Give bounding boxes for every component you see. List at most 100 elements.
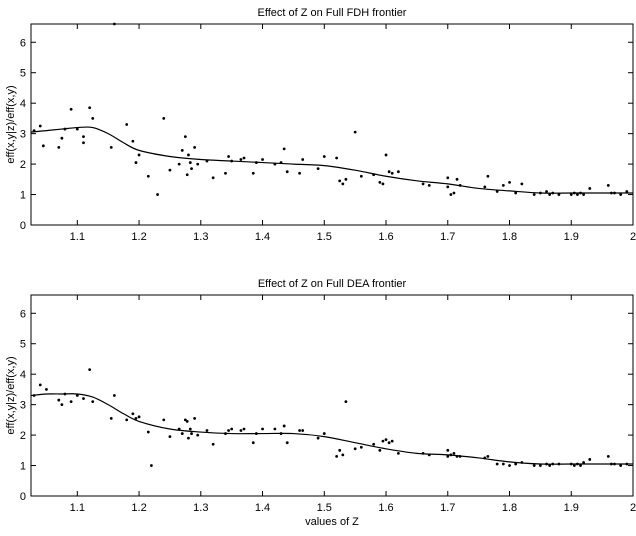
panel-1-data-point xyxy=(57,145,61,149)
panel-1-data-point xyxy=(251,171,255,175)
panel-1-data-point xyxy=(301,158,305,161)
panel-1-data-point xyxy=(183,135,187,139)
panel-1-data-point xyxy=(82,135,85,139)
panel-1-data-point xyxy=(112,22,116,26)
panel-2-xtick-label: 1.6 xyxy=(378,502,393,514)
panel-1-data-point xyxy=(109,145,113,149)
panel-1-data-point xyxy=(508,180,511,184)
panel-1-data-point xyxy=(396,170,400,174)
panel-1-xtick-label: 2 xyxy=(630,231,636,243)
panel-2-data-point xyxy=(384,438,388,442)
panel-1-data-point xyxy=(353,130,357,134)
panel-1-data-point xyxy=(125,123,129,126)
panel-1-data-point xyxy=(60,136,64,140)
panel-1-data-point xyxy=(446,185,450,189)
panel-1-data-point xyxy=(316,167,320,171)
panel-1-data-point xyxy=(285,170,289,174)
panel-1-xtick-label: 1.2 xyxy=(131,231,146,243)
panel-1-data-point xyxy=(38,124,42,128)
panel-2-data-point xyxy=(187,436,190,440)
panel-1-data-point xyxy=(41,144,45,148)
panel-2-data-point xyxy=(396,451,400,455)
panel-2-data-point xyxy=(91,400,95,403)
panel-1-data-point xyxy=(137,153,141,157)
panel-2-data-point xyxy=(230,427,234,431)
panel-2-xtick-label: 1.3 xyxy=(193,502,208,514)
panel-2-data-point xyxy=(239,429,243,432)
panel-2-data-point xyxy=(588,458,592,461)
panel-1-data-point xyxy=(168,168,172,172)
panel-1-data-point xyxy=(82,141,85,145)
panel-2-data-point xyxy=(572,464,576,467)
panel-2-data-point xyxy=(75,394,79,397)
panel-2-data-point xyxy=(514,462,518,466)
panel-2-data-point xyxy=(131,412,135,416)
panel-1-axes-frame xyxy=(30,23,634,226)
panel-2-data-point xyxy=(150,464,153,467)
panel-2-data-point xyxy=(582,461,586,464)
panel-2-data-point xyxy=(501,462,505,466)
panel-2-data-point xyxy=(38,383,42,387)
panel-1-data-point xyxy=(322,155,326,158)
panel-1-data-point xyxy=(606,184,610,187)
panel-1-data-point xyxy=(156,193,159,196)
panel-2-data-point xyxy=(446,448,450,452)
panel-2-xtick-label: 2 xyxy=(630,502,636,514)
panel-1-data-point xyxy=(582,193,586,196)
panel-1-ytick-label: 5 xyxy=(20,68,26,80)
panel-1-data-point xyxy=(187,153,190,157)
panel-2-data-point xyxy=(538,464,542,467)
panel-2-data-point xyxy=(193,416,197,420)
panel-1-xtick-label: 1.3 xyxy=(193,231,208,243)
panel-1-xtick-label: 1.8 xyxy=(502,231,517,243)
panel-2-data-point xyxy=(338,448,342,452)
panel-2-data-point xyxy=(532,464,536,467)
panel-2-data-point xyxy=(344,400,348,403)
panel-1-xtick-label: 1.1 xyxy=(70,231,85,243)
panel-1-data-point xyxy=(131,139,135,143)
panel-2-data-point xyxy=(188,427,192,431)
panel-1-xtick-label: 1.6 xyxy=(378,231,393,243)
panel-1-xtick-label: 1.4 xyxy=(255,231,270,243)
panel-2-data-point xyxy=(452,451,456,455)
panel-1-data-point xyxy=(188,161,192,164)
panel-1-data-point xyxy=(381,182,385,186)
panel-2-xtick-label: 1.8 xyxy=(502,502,517,514)
panel-1-data-point xyxy=(545,190,548,193)
panel-1-y-axis-label: eff(x,y|z)/eff(x,y) xyxy=(5,85,17,163)
panel-1-data-point xyxy=(88,106,92,110)
panel-1-data-point xyxy=(452,191,456,195)
panel-2-data-point xyxy=(196,433,200,437)
panel-2-data-point xyxy=(282,424,286,428)
panel-2-data-point xyxy=(372,442,376,446)
panel-1-data-point xyxy=(427,184,431,187)
panel-2-data-point xyxy=(261,427,264,431)
panel-1-xtick-label: 1.5 xyxy=(317,231,332,243)
panel-1-data-point xyxy=(576,193,579,196)
panel-2-data-point xyxy=(548,464,552,467)
panel-1-data-point xyxy=(548,193,552,196)
panel-1-ytick-label: 0 xyxy=(20,220,26,232)
panel-2-y-axis-label: eff(x,y|z)/eff(x,y) xyxy=(5,356,17,434)
panel-2-data-point xyxy=(109,416,113,420)
panel-1-data-point xyxy=(486,174,490,178)
panel-2-data-point xyxy=(146,430,150,434)
panel-1-data-point xyxy=(387,170,391,174)
panel-1-data-point xyxy=(185,173,189,177)
panel-2-data-point xyxy=(227,429,230,432)
panel-2-ytick-label: 3 xyxy=(20,400,26,412)
panel-2-data-point xyxy=(606,455,610,458)
panel-2-data-point xyxy=(190,432,193,435)
panel-2-data-point xyxy=(285,441,289,445)
panel-1-data-point xyxy=(625,190,629,193)
panel-1-data-point xyxy=(501,184,505,187)
panel-2-data-point xyxy=(316,436,320,440)
panel-1-data-point xyxy=(180,148,184,152)
panel-1-data-point xyxy=(190,167,193,171)
panel-2-xtick-label: 1.7 xyxy=(440,502,455,514)
panel-1-xtick-label: 1.9 xyxy=(564,231,579,243)
panel-2-smooth-curve xyxy=(30,393,633,465)
panel-2-data-point xyxy=(508,464,511,467)
panel-1-data-point xyxy=(390,171,394,175)
